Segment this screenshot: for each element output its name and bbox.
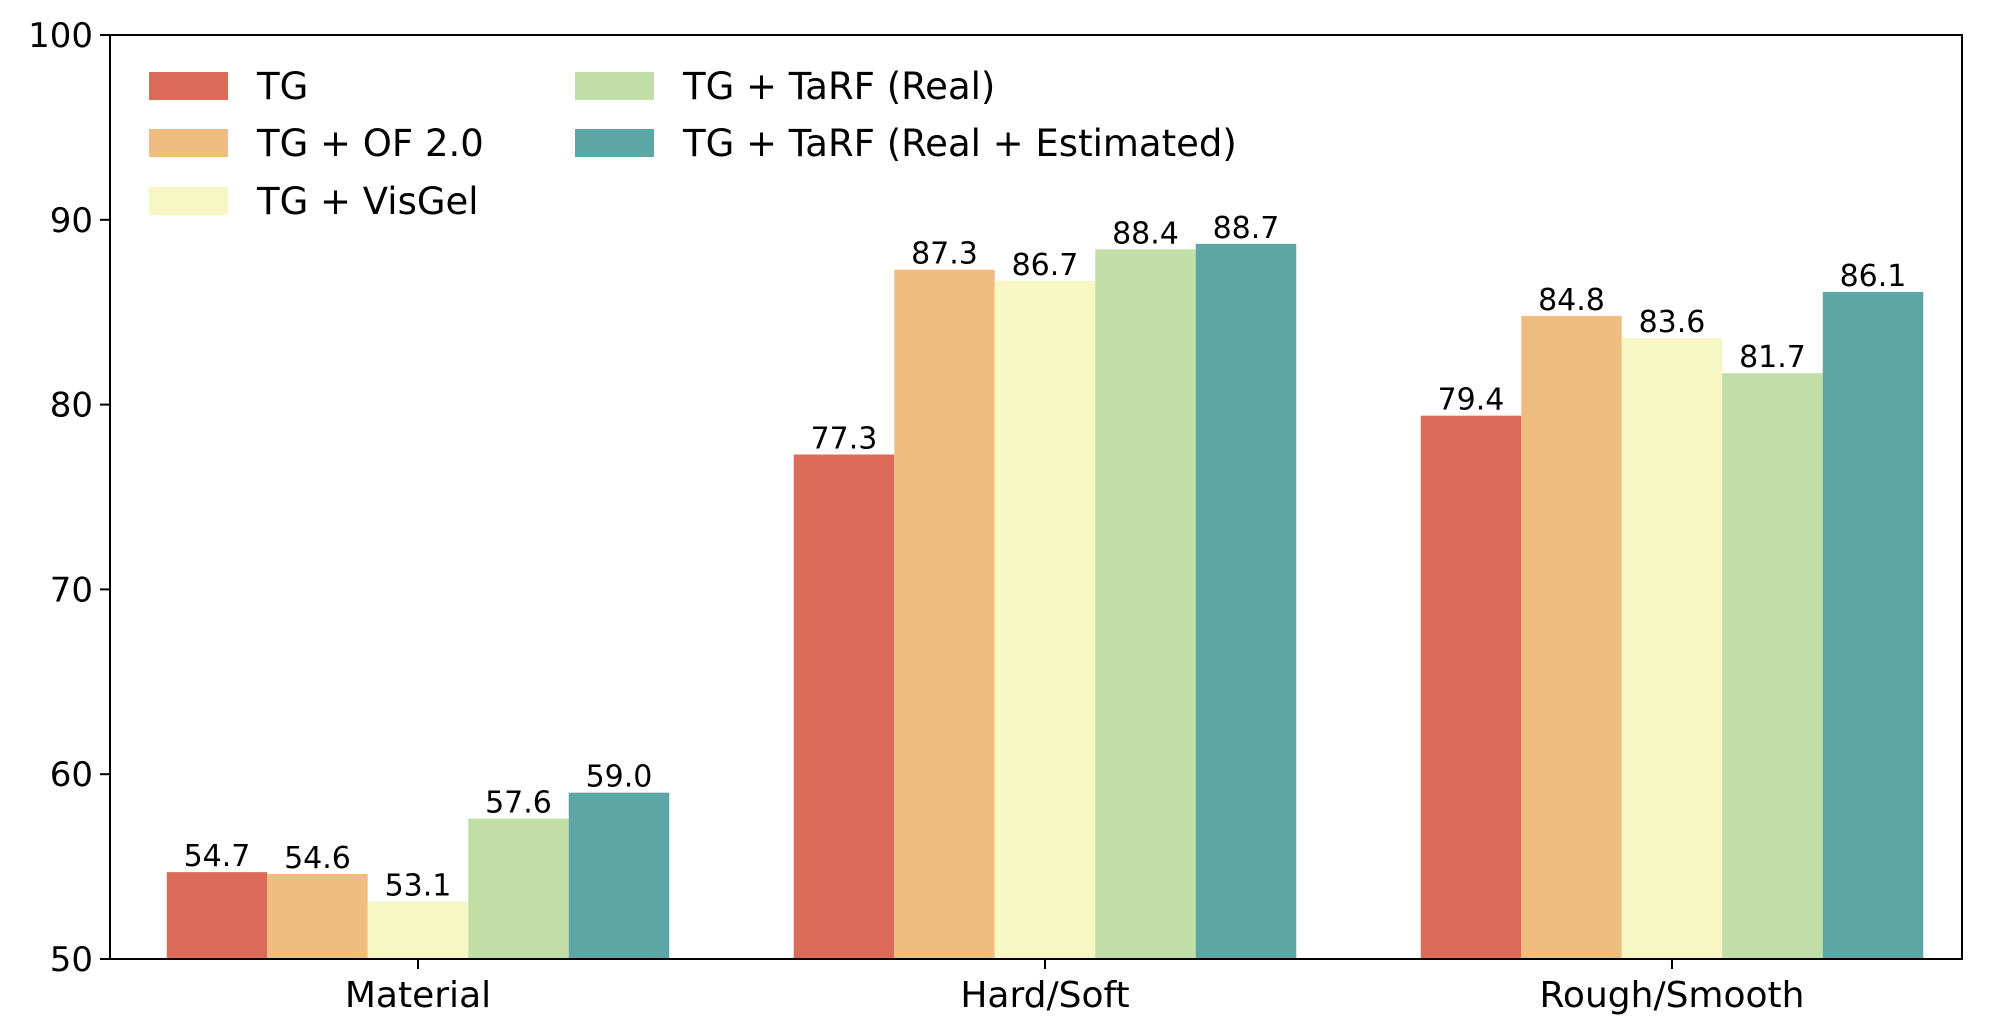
legend-swatch	[149, 72, 228, 100]
legend-swatch	[149, 187, 228, 215]
legend-label: TG + TaRF (Real + Estimated)	[682, 122, 1237, 165]
legend-swatch	[575, 129, 654, 157]
bar-5-hard-soft	[1195, 243, 1297, 960]
bar-value-label: 86.1	[1840, 259, 1907, 294]
legend-label: TG + VisGel	[256, 180, 479, 223]
legend-item: TG + VisGel	[149, 180, 479, 223]
bar-2-material	[267, 873, 368, 959]
bar-5-material	[568, 792, 670, 959]
bar-value-label: 57.6	[485, 786, 552, 821]
bar-4-material	[468, 818, 569, 959]
bar-value-label: 77.3	[811, 421, 878, 456]
bar-3-hard-soft	[994, 280, 1096, 959]
x-category-label: Hard/Soft	[960, 975, 1129, 1016]
bar-3-material	[367, 901, 469, 959]
bar-value-label: 88.4	[1112, 216, 1179, 251]
bar-value-label: 83.6	[1639, 305, 1706, 340]
bar-4-hard-soft	[1095, 249, 1196, 960]
bar-3-rough-smooth	[1621, 338, 1723, 959]
legend-item: TG	[149, 65, 308, 108]
x-category-label: Material	[345, 975, 491, 1016]
legend-item: TG + OF 2.0	[149, 122, 484, 165]
x-axis: Material Hard/Soft Rough/Smooth	[345, 959, 1805, 1016]
bar-2-hard-soft	[894, 269, 995, 959]
plot-area-frame	[109, 34, 1963, 960]
legend: TG TG + OF 2.0 TG + VisGel TG + TaRF (Real)…	[149, 65, 1237, 223]
legend-label: TG + TaRF (Real)	[682, 65, 995, 108]
bar-1-hard-soft	[793, 454, 895, 959]
y-tick-label: 50	[50, 940, 93, 980]
legend-swatch	[149, 129, 228, 157]
y-tick-label: 80	[50, 386, 93, 426]
bar-value-label: 79.4	[1438, 383, 1505, 418]
bar-value-label: 81.7	[1739, 340, 1806, 375]
bar-value-label: 86.7	[1012, 248, 1079, 283]
y-tick-label: 90	[50, 201, 93, 241]
value-labels-layer: 54.7 54.6 53.1 57.6 59.0 77.3 87.3 86.7 88.4 88.7…	[184, 211, 1907, 904]
legend-label: TG	[256, 65, 308, 108]
y-tick-label: 70	[50, 570, 93, 610]
y-axis: 50 60 70 80 90 100	[28, 16, 110, 980]
bar-value-label: 84.8	[1538, 283, 1605, 318]
bar-5-rough-smooth	[1822, 291, 1924, 959]
bar-1-rough-smooth	[1420, 415, 1522, 959]
bar-value-label: 54.7	[184, 839, 251, 874]
legend-item: TG + TaRF (Real)	[575, 65, 995, 108]
bar-2-rough-smooth	[1521, 315, 1622, 959]
bar-value-label: 88.7	[1213, 211, 1280, 246]
bar-value-label: 87.3	[911, 237, 978, 272]
bar-value-label: 54.6	[284, 841, 351, 876]
legend-label: TG + OF 2.0	[256, 122, 484, 165]
bar-value-label: 59.0	[586, 760, 653, 795]
bar-4-rough-smooth	[1722, 373, 1823, 960]
bars-layer	[166, 243, 1924, 960]
bar-1-material	[166, 872, 268, 959]
x-category-label: Rough/Smooth	[1540, 975, 1805, 1016]
legend-swatch	[575, 72, 654, 100]
legend-item: TG + TaRF (Real + Estimated)	[575, 122, 1237, 165]
bar-value-label: 53.1	[385, 869, 452, 904]
y-tick-label: 100	[28, 16, 93, 56]
y-tick-label: 60	[50, 755, 93, 795]
